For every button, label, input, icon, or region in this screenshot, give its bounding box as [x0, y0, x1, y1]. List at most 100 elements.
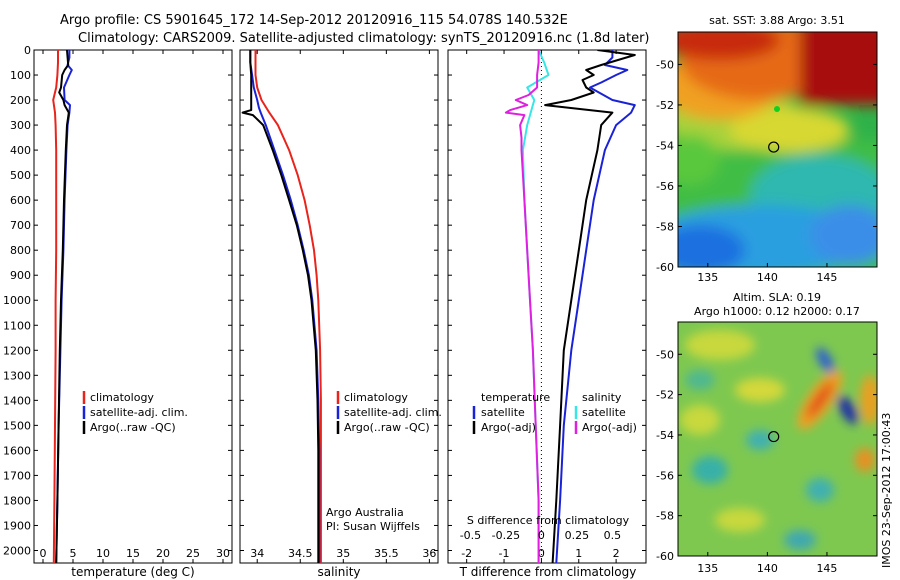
latitude-tick-label: -58 [656, 510, 674, 523]
salinity-tick-label: 35.5 [374, 547, 399, 560]
sst-map-panel: sat. SST: 3.88 Argo: 3.51 -50-52-54-56-5 [656, 14, 878, 284]
argo-s-difference-line [504, 50, 540, 563]
latitude-tick-label: -54 [656, 429, 674, 442]
depth-tick-label: 0 [24, 44, 31, 57]
latitude-tick-label: -50 [656, 348, 674, 361]
legend-label-s-argo: Argo(-adj) [582, 421, 637, 434]
legend-label-t-satellite: satellite [481, 406, 525, 419]
salinity-tick-label: 35 [336, 547, 350, 560]
depth-tick-label: 1300 [3, 369, 31, 382]
figure-title-line2: Climatology: CARS2009. Satellite-adjuste… [78, 31, 650, 46]
longitude-tick-label: 145 [816, 562, 837, 575]
legend-label-s-satellite: satellite [582, 406, 626, 419]
depth-tick-label: 1900 [3, 519, 31, 532]
sst-heatmap [678, 32, 877, 267]
sst-map-frame [677, 31, 878, 268]
argo-location-marker [768, 141, 780, 153]
temperature-tick-label: 20 [156, 547, 170, 560]
t-difference-axis-label: T difference from climatology [459, 565, 637, 579]
temperature-difference-legend: temperature satellite Argo(-adj) [472, 391, 550, 434]
t-difference-tick-label: -2 [461, 547, 472, 560]
temperature-tick-label: 5 [70, 547, 77, 560]
figure-title-line1: Argo profile: CS 5901645_172 14-Sep-2012… [60, 13, 568, 28]
sla-map-panel: Altim. SLA: 0.19 Argo h1000: 0.12 h2000:… [656, 291, 878, 575]
latitude-tick-label: -56 [656, 469, 674, 482]
longitude-tick-label: 140 [757, 271, 778, 284]
legend-label-satellite: satellite-adj. clim. [344, 406, 442, 419]
latitude-tick-label: -52 [656, 389, 674, 402]
longitude-tick-label: 135 [697, 271, 718, 284]
climatology-salinity-line [254, 50, 322, 563]
temperature-tick-label: 30 [216, 547, 230, 560]
legend-label-satellite: satellite-adj. clim. [90, 406, 188, 419]
depth-tick-label: 600 [10, 194, 31, 207]
s-difference-tick-label: -0.5 [460, 529, 481, 542]
t-difference-tick-label: 2 [613, 547, 620, 560]
longitude-tick-label: 140 [757, 562, 778, 575]
argo-t-difference-line [544, 50, 636, 563]
t-difference-tick-label: 0 [538, 547, 545, 560]
sla-map-title-line1: Altim. SLA: 0.19 [733, 291, 821, 304]
depth-tick-label: 1200 [3, 344, 31, 357]
depth-tick-labels: 0100200300400500600700800900100011001200… [3, 44, 232, 557]
legend-title-salinity: salinity [582, 391, 622, 404]
s-difference-tick-label: 0.25 [565, 529, 590, 542]
salinity-tick-label: 34.5 [288, 547, 313, 560]
depth-tick-label: 700 [10, 219, 31, 232]
depth-tick-label: 1500 [3, 419, 31, 432]
latitude-tick-label: -50 [656, 58, 674, 71]
depth-tick-label: 1800 [3, 494, 31, 507]
longitude-tick-label: 135 [697, 562, 718, 575]
legend-label-argo: Argo(..raw -QC) [90, 421, 176, 434]
annotation-pi: PI: Susan Wijffels [326, 520, 420, 533]
imos-timestamp-label: IMOS 23-Sep-2012 17:00:43 [880, 413, 893, 568]
t-difference-tick-label: 1 [575, 547, 582, 560]
salinity-plot-area [239, 49, 439, 564]
depth-tick-label: 1100 [3, 319, 31, 332]
argo-location-marker [768, 430, 780, 443]
salinity-legend: climatology satellite-adj. clim. Argo(..… [336, 391, 442, 434]
sla-map-frame [677, 321, 878, 557]
temperature-tick-label: 25 [186, 547, 200, 560]
legend-label-t-argo: Argo(-adj) [481, 421, 536, 434]
depth-tick-label: 1700 [3, 469, 31, 482]
climatology-temperature-line [52, 50, 59, 563]
depth-tick-label: 300 [10, 119, 31, 132]
temperature-tick-label: 15 [126, 547, 140, 560]
depth-tick-label: 1600 [3, 444, 31, 457]
temperature-tick-label: 0 [40, 547, 47, 560]
latitude-tick-label: -54 [656, 139, 674, 152]
s-difference-tick-label: 0 [538, 529, 545, 542]
depth-tick-label: 100 [10, 69, 31, 82]
temperature-legend: climatology satellite-adj. clim. Argo(..… [82, 391, 188, 434]
depth-tick-label: 200 [10, 94, 31, 107]
depth-tick-label: 900 [10, 269, 31, 282]
argo-temperature-line [55, 50, 70, 563]
s-difference-tick-label: 0.5 [604, 529, 622, 542]
latitude-tick-label: -60 [656, 261, 674, 274]
difference-panel: -2 -1 0 1 2 S difference from climatology -0… [447, 49, 647, 579]
temperature-tick-label: 10 [96, 547, 110, 560]
satellite-t-difference-line [555, 50, 636, 563]
sla-heatmap [678, 322, 877, 556]
depth-tick-label: 800 [10, 244, 31, 257]
legend-title-temperature: temperature [481, 391, 550, 404]
temperature-axis-label: temperature (deg C) [71, 565, 194, 579]
salinity-tick-label: 34 [250, 547, 264, 560]
legend-label-argo: Argo(..raw -QC) [344, 421, 430, 434]
depth-tick-label: 500 [10, 169, 31, 182]
salinity-tick-label: 36 [422, 547, 436, 560]
latitude-tick-label: -52 [656, 99, 674, 112]
depth-tick-label: 2000 [3, 544, 31, 557]
latitude-tick-label: -56 [656, 180, 674, 193]
salinity-axis-label: salinity [317, 565, 360, 579]
longitude-tick-label: 145 [816, 271, 837, 284]
s-difference-tick-label: -0.25 [492, 529, 520, 542]
legend-label-climatology: climatology [90, 391, 154, 404]
difference-plot-area [447, 49, 647, 564]
s-difference-axis-label: S difference from climatology [467, 514, 630, 527]
depth-tick-label: 400 [10, 144, 31, 157]
annotation-argo-australia: Argo Australia [326, 506, 404, 519]
t-difference-tick-label: -1 [499, 547, 510, 560]
